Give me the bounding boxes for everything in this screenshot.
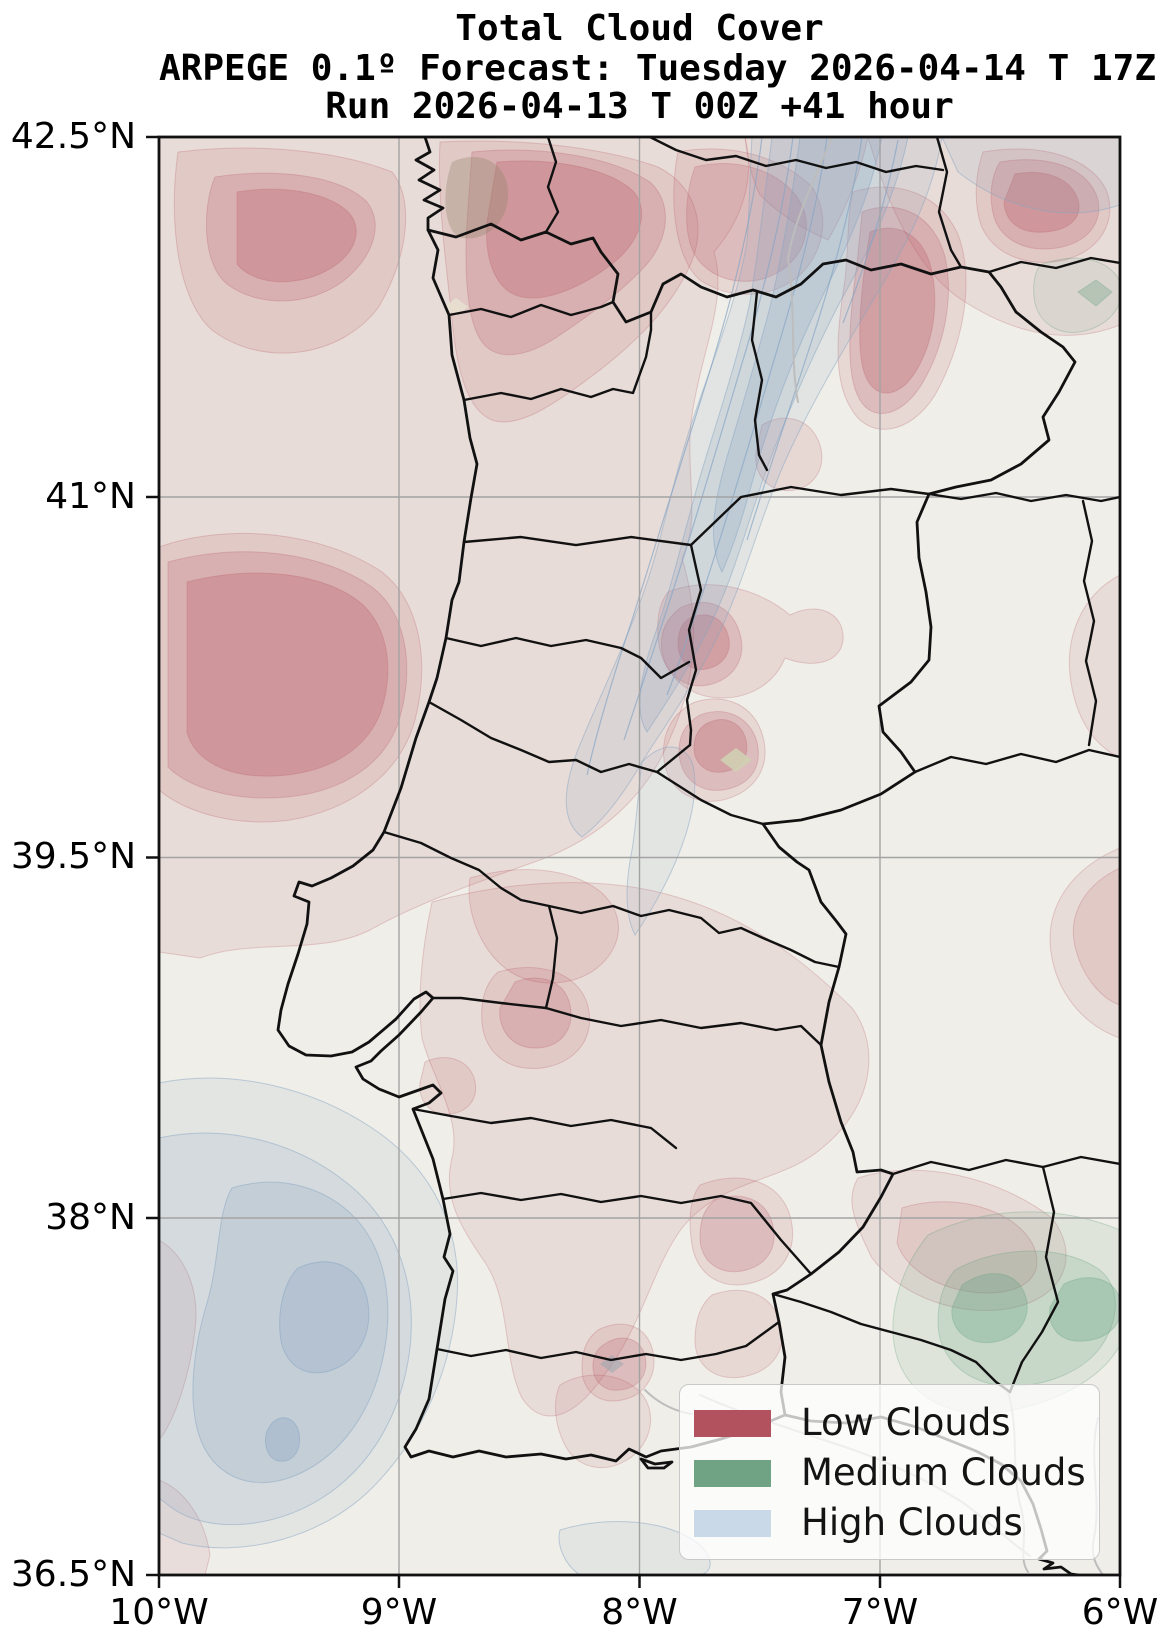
legend: Low Clouds Medium Clouds High Clouds [679, 1384, 1100, 1560]
legend-label-low: Low Clouds [801, 1401, 1011, 1444]
subtitle-forecast: ARPEGE 0.1º Forecast: Tuesday 2026-04-14… [159, 48, 1156, 89]
low-clouds-contours [159, 137, 1120, 1575]
ytick-36-5n: 36.5°N [10, 1554, 136, 1595]
low-clouds-swatch [694, 1409, 771, 1437]
medium-clouds-swatch [694, 1459, 771, 1487]
plot-frame [157, 135, 1122, 1577]
high-clouds-contours [159, 137, 1120, 1575]
medium-clouds-contours [892, 257, 1120, 1414]
subtitle-run: Run 2026-04-13 T 00Z +41 hour [325, 86, 954, 127]
ytick-39-5n: 39.5°N [10, 836, 136, 877]
xtick-8w: 8°W [601, 1592, 678, 1633]
xtick-10w: 10°W [109, 1592, 209, 1633]
legend-item-low-clouds: Low Clouds [694, 1398, 1099, 1448]
page-title: Total Cloud Cover [455, 8, 824, 49]
ytick-41n: 41°N [45, 476, 136, 517]
ytick-38n: 38°N [45, 1197, 136, 1238]
xtick-9w: 9°W [360, 1592, 438, 1633]
legend-item-medium-clouds: Medium Clouds [694, 1448, 1099, 1498]
high-clouds-swatch [694, 1509, 771, 1537]
legend-label-high: High Clouds [801, 1501, 1023, 1544]
xtick-7w: 7°W [841, 1592, 919, 1633]
legend-item-high-clouds: High Clouds [694, 1498, 1099, 1548]
ytick-42-5n: 42.5°N [10, 116, 136, 157]
legend-label-medium: Medium Clouds [801, 1451, 1086, 1494]
portugal-spain-border [426, 222, 1077, 1417]
xtick-6w: 6°W [1081, 1592, 1159, 1633]
axis-ticks [146, 135, 1122, 1588]
district-boundaries [382, 137, 1120, 1394]
